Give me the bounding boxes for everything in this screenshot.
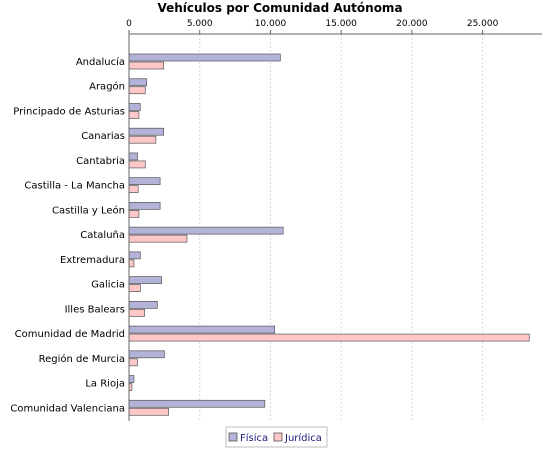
bar-juridica-extremadura [128,259,135,268]
bar-juridica-principado-de-asturias [128,111,140,119]
bar-fisica-extremadura [128,251,141,260]
category-label: Región de Murcia [39,353,125,365]
bar-fisica-castilla-la-mancha [128,177,161,186]
bar-fisica-illes-balears [128,300,158,309]
category-label: Cataluña [80,230,125,241]
category-label: Andalucía [76,56,125,68]
bar-fisica-comunidad-de-madrid [128,325,276,334]
x-tick-label: 15.000 [325,19,357,29]
category-label: Comunidad Valenciana [10,403,125,414]
bar-fisica-cataluna [128,226,284,235]
bar-juridica-region-de-murcia [128,358,138,367]
bar-juridica-cataluna [128,234,188,243]
x-tick-label: 20.000 [396,19,428,29]
legend-label-fisica: Física [240,432,268,444]
bar-juridica-aragon [128,86,146,95]
legend-swatch-fisica [228,432,238,442]
bar-fisica-aragon [128,78,148,87]
category-label: Castilla y León [52,204,125,216]
bars [128,53,530,416]
category-label: Extremadura [60,255,125,266]
x-tick-label: 25.000 [467,19,499,29]
bar-juridica-castilla-y-leon [128,210,140,218]
category-label: Canarias [81,131,125,142]
bar-juridica-canarias [128,135,157,144]
bar-juridica-illes-balears [128,308,145,317]
chart-title: Vehículos por Comunidad Autónoma [157,1,402,15]
bar-juridica-castilla-la-mancha [128,185,139,194]
bar-fisica-principado-de-asturias [128,103,141,111]
legend-swatch-juridica [273,432,283,442]
bar-fisica-andalucia [128,53,281,62]
category-label: Cantabria [76,156,125,167]
legend: Física Jurídica [225,426,328,448]
category-labels: Andalucía Aragón Principado de Asturias Can… [10,56,125,414]
bar-fisica-region-de-murcia [128,350,165,359]
legend-label-juridica: Jurídica [284,432,322,444]
bar-juridica-galicia [128,284,141,292]
bar-fisica-comunidad-valenciana [128,399,266,408]
bar-fisica-canarias [128,127,165,136]
bar-juridica-comunidad-de-madrid [128,333,530,342]
x-tick-label: 10.000 [255,19,287,29]
category-label: Castilla - La Mancha [24,181,125,192]
category-label: Principado de Asturias [13,106,125,117]
category-label: Galicia [91,280,125,291]
bar-juridica-andalucia [128,61,165,70]
bar-juridica-comunidad-valenciana [128,407,169,416]
bar-fisica-la-rioja [128,375,135,383]
category-label: La Rioja [85,379,125,390]
x-tick-label: 5.000 [187,19,213,29]
category-label: Illes Balears [65,304,125,315]
bar-fisica-cantabria [128,152,138,161]
bar-fisica-galicia [128,276,162,284]
bar-fisica-castilla-y-leon [128,202,161,210]
bar-juridica-cantabria [128,160,146,169]
x-tick-label: 0 [126,19,132,29]
category-label: Aragón [89,81,125,93]
category-label: Comunidad de Madrid [15,329,125,340]
x-axis-ticks: 0 5.000 10.000 15.000 20.000 25.000 [126,19,499,34]
